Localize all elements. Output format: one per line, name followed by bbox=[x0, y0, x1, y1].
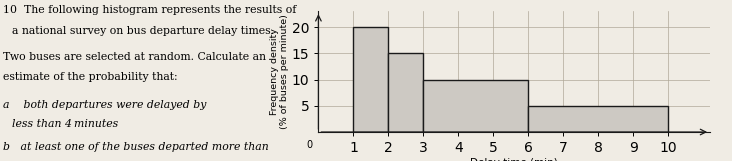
Bar bbox=[389, 53, 423, 132]
Text: a national survey on bus departure delay times.: a national survey on bus departure delay… bbox=[12, 26, 274, 36]
Text: 10  The following histogram represents the results of: 10 The following histogram represents th… bbox=[3, 5, 296, 15]
Text: estimate of the probability that:: estimate of the probability that: bbox=[3, 72, 177, 82]
Text: Two buses are selected at random. Calculate an: Two buses are selected at random. Calcul… bbox=[3, 52, 266, 62]
X-axis label: Delay time (min): Delay time (min) bbox=[471, 158, 558, 161]
Text: 0: 0 bbox=[307, 140, 313, 150]
Bar bbox=[529, 106, 668, 132]
Y-axis label: Frequency density
(% of buses per minute): Frequency density (% of buses per minute… bbox=[269, 14, 289, 129]
Text: less than 4 minutes: less than 4 minutes bbox=[12, 119, 119, 129]
Text: b   at least one of the buses departed more than: b at least one of the buses departed mor… bbox=[3, 142, 269, 152]
Bar bbox=[423, 80, 529, 132]
Text: a    both departures were delayed by: a both departures were delayed by bbox=[3, 100, 206, 110]
Bar bbox=[354, 27, 389, 132]
